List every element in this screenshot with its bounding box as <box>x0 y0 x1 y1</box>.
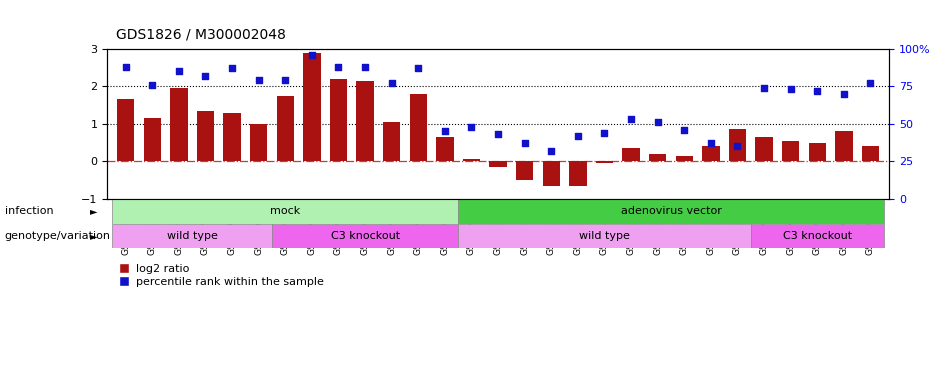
Bar <box>330 79 347 161</box>
Bar <box>596 161 614 163</box>
Bar <box>250 124 267 161</box>
Bar <box>113 199 458 223</box>
Bar <box>862 146 879 161</box>
Text: genotype/variation: genotype/variation <box>5 231 111 241</box>
Bar <box>170 88 187 161</box>
Point <box>224 65 239 71</box>
Point <box>650 119 665 125</box>
Point <box>491 131 506 137</box>
Point <box>836 91 851 97</box>
Point <box>411 65 425 71</box>
Point <box>730 143 745 149</box>
Text: ►: ► <box>90 231 98 241</box>
Bar <box>410 94 427 161</box>
Point <box>171 68 186 74</box>
Bar <box>490 161 506 167</box>
Bar <box>143 118 161 161</box>
Point <box>783 86 798 92</box>
Bar <box>463 159 480 161</box>
Point <box>251 77 266 83</box>
Bar <box>835 130 853 161</box>
Point <box>198 73 213 79</box>
Bar <box>543 161 560 186</box>
Bar <box>809 142 826 161</box>
Text: GDS1826 / M300002048: GDS1826 / M300002048 <box>116 27 286 41</box>
Text: infection: infection <box>5 206 53 216</box>
Text: C3 knockout: C3 knockout <box>331 231 399 241</box>
Text: mock: mock <box>270 206 301 216</box>
Text: adenovirus vector: adenovirus vector <box>621 206 722 216</box>
Point <box>145 82 160 88</box>
Point <box>277 77 292 83</box>
Text: wild type: wild type <box>579 231 630 241</box>
Bar <box>437 137 453 161</box>
Text: C3 knockout: C3 knockout <box>783 231 852 241</box>
Bar <box>729 129 746 161</box>
Point <box>118 64 133 70</box>
Point <box>331 64 346 70</box>
Point <box>464 124 479 130</box>
Point <box>677 127 692 133</box>
Bar <box>516 161 533 180</box>
Bar <box>196 111 214 161</box>
Point <box>571 133 586 139</box>
Legend: log2 ratio, percentile rank within the sample: log2 ratio, percentile rank within the s… <box>113 259 329 291</box>
Bar <box>623 148 640 161</box>
Bar <box>117 99 134 161</box>
Bar <box>458 199 884 223</box>
Point <box>385 80 399 86</box>
Point <box>757 85 772 91</box>
Point <box>544 148 559 154</box>
Bar <box>702 146 720 161</box>
Bar <box>272 224 458 248</box>
Bar <box>383 122 400 161</box>
Point <box>597 130 612 136</box>
Bar <box>458 224 750 248</box>
Point <box>704 140 719 146</box>
Bar <box>750 224 884 248</box>
Point <box>518 140 533 146</box>
Point <box>810 88 825 94</box>
Point <box>358 64 372 70</box>
Bar <box>649 154 667 161</box>
Bar <box>304 53 320 161</box>
Bar <box>676 156 693 161</box>
Bar <box>277 96 294 161</box>
Bar <box>755 137 773 161</box>
Text: wild type: wild type <box>167 231 218 241</box>
Bar <box>113 224 272 248</box>
Point <box>304 52 319 58</box>
Text: ►: ► <box>90 206 98 216</box>
Bar <box>357 81 373 161</box>
Bar <box>569 161 587 186</box>
Bar <box>782 141 800 161</box>
Point <box>624 116 639 122</box>
Bar <box>223 112 241 161</box>
Point <box>438 128 452 134</box>
Point <box>863 80 878 86</box>
